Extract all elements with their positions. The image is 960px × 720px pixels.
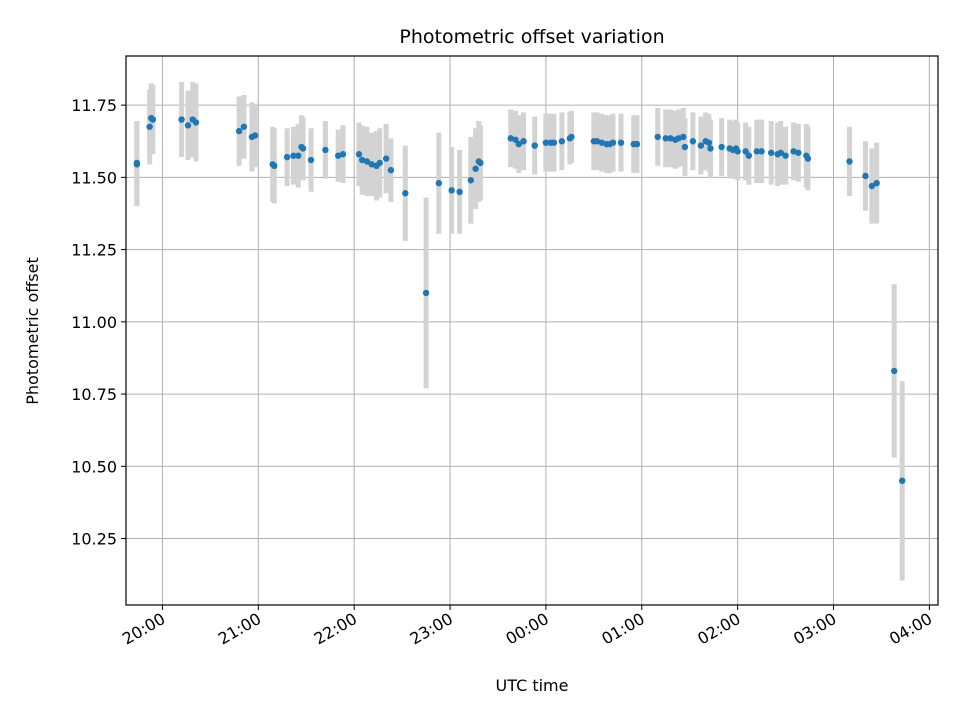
y-tick-label: 11.25: [71, 241, 117, 260]
data-point: [891, 367, 898, 375]
data-point: [477, 159, 484, 167]
data-point: [531, 142, 538, 149]
data-point: [149, 116, 157, 123]
data-point: [322, 146, 329, 154]
data-point: [662, 135, 669, 142]
data-point: [307, 156, 315, 164]
data-point: [520, 138, 527, 145]
data-point: [617, 139, 625, 146]
chart-title: Photometric offset variation: [399, 26, 664, 48]
data-point: [472, 165, 479, 172]
data-point: [515, 140, 522, 148]
data-point: [299, 145, 307, 152]
plot-frame: [125, 55, 939, 606]
data-point: [376, 159, 383, 167]
data-point: [681, 143, 689, 151]
data-point: [697, 142, 705, 149]
data-point: [862, 172, 869, 180]
data-point: [777, 149, 784, 156]
data-point: [387, 166, 395, 174]
data-point: [178, 116, 185, 123]
data-point: [133, 161, 141, 168]
data-point: [846, 158, 853, 165]
data-point: [448, 187, 455, 194]
data-point: [680, 133, 687, 141]
data-point: [767, 149, 775, 156]
data-point: [146, 123, 153, 130]
data-point: [184, 122, 192, 129]
data-point: [240, 123, 248, 130]
y-tick-label: 10.25: [71, 530, 117, 549]
y-tick-label: 11.50: [71, 168, 117, 187]
data-point: [558, 138, 566, 145]
data-point: [456, 188, 463, 196]
data-point: [568, 133, 575, 141]
data-point: [705, 139, 713, 146]
data-point: [339, 151, 347, 158]
data-point: [283, 153, 291, 161]
y-axis-label: Photometric offset: [23, 257, 42, 405]
y-tick-label: 11.75: [71, 96, 117, 115]
data-point: [633, 140, 641, 148]
y-tick-label: 10.75: [71, 385, 117, 404]
data-point: [654, 133, 661, 141]
data-point: [435, 179, 443, 187]
data-point: [689, 138, 697, 145]
data-point: [382, 155, 390, 162]
data-point: [422, 289, 430, 297]
data-point: [355, 151, 363, 158]
data-point: [899, 477, 906, 484]
data-point: [609, 139, 617, 146]
data-point: [745, 152, 753, 159]
data-point: [550, 139, 558, 146]
data-point: [782, 152, 789, 159]
data-point: [758, 148, 765, 155]
data-point: [251, 132, 259, 139]
data-point: [542, 139, 550, 146]
data-point: [873, 179, 880, 187]
y-tick-label: 10.50: [71, 457, 117, 476]
data-point: [271, 162, 278, 169]
data-point: [467, 177, 475, 184]
data-point: [192, 119, 200, 126]
data-point: [235, 127, 243, 135]
y-axis-ticks: 10.25 10.50 10.75 11.00 11.25 11.50 11.75: [71, 96, 126, 549]
data-point: [804, 155, 812, 162]
data-point: [402, 190, 409, 197]
data-point: [718, 143, 725, 151]
data-point: [363, 158, 371, 165]
y-tick-label: 11.00: [71, 313, 117, 332]
data-point: [868, 182, 876, 190]
data-point: [734, 148, 741, 155]
data-point: [707, 145, 714, 152]
data-point: [290, 152, 297, 159]
data-point: [295, 152, 302, 159]
data-points: [133, 114, 906, 484]
data-point: [753, 148, 761, 155]
data-point: [795, 149, 802, 156]
x-axis-label: UTC time: [496, 676, 569, 695]
grid: [126, 56, 938, 605]
